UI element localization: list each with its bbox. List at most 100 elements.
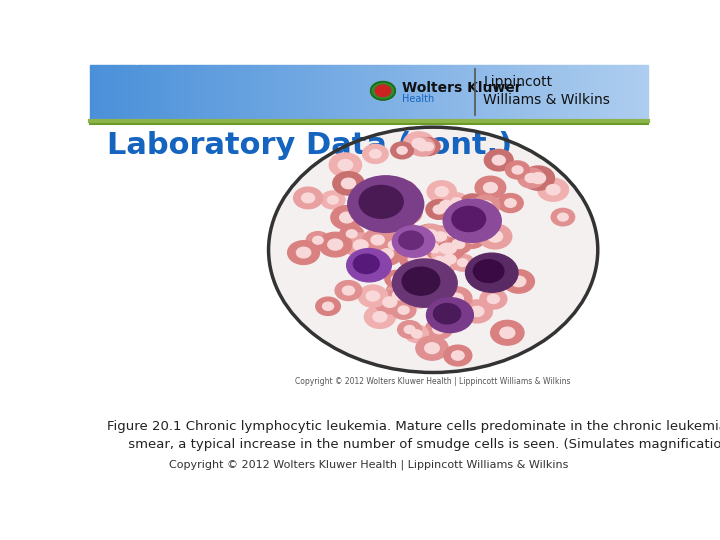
Bar (291, 65, 293, 121)
Circle shape (405, 325, 428, 342)
Circle shape (394, 224, 408, 234)
Bar (294, 65, 297, 121)
Bar (498, 65, 499, 121)
Bar (399, 65, 400, 121)
Bar (635, 65, 637, 121)
Circle shape (392, 259, 457, 307)
Text: Laboratory Data (cont.): Laboratory Data (cont.) (107, 131, 512, 160)
Circle shape (431, 194, 462, 218)
Bar (269, 65, 271, 121)
Bar (194, 65, 196, 121)
Circle shape (346, 230, 357, 238)
Circle shape (431, 237, 462, 260)
Circle shape (451, 351, 464, 360)
Bar (159, 65, 161, 121)
Bar (596, 65, 598, 121)
Circle shape (347, 248, 392, 282)
Bar (460, 65, 462, 121)
Bar (495, 65, 498, 121)
Bar (209, 65, 211, 121)
Bar (611, 65, 613, 121)
Bar (499, 65, 501, 121)
Circle shape (385, 271, 408, 288)
Circle shape (411, 249, 435, 267)
Circle shape (338, 159, 353, 171)
Circle shape (328, 196, 338, 204)
Circle shape (373, 312, 387, 322)
Circle shape (392, 226, 435, 258)
Bar (199, 65, 202, 121)
Bar (347, 65, 348, 121)
Bar (395, 65, 397, 121)
Circle shape (431, 259, 444, 268)
Bar (287, 65, 289, 121)
Circle shape (470, 306, 484, 316)
Circle shape (452, 206, 485, 232)
Bar (306, 65, 307, 121)
Circle shape (447, 229, 457, 237)
Circle shape (416, 225, 440, 242)
Circle shape (323, 302, 333, 310)
Bar (516, 65, 518, 121)
Circle shape (428, 252, 451, 269)
Bar (428, 65, 431, 121)
Bar (421, 65, 423, 121)
Circle shape (436, 315, 449, 325)
Bar (365, 65, 367, 121)
Bar (566, 65, 568, 121)
Circle shape (335, 281, 361, 300)
Circle shape (449, 293, 464, 303)
Bar (613, 65, 615, 121)
Bar (259, 65, 261, 121)
Bar (323, 65, 324, 121)
Circle shape (525, 173, 537, 183)
Circle shape (357, 248, 380, 265)
Circle shape (408, 254, 423, 264)
Circle shape (552, 208, 575, 226)
Circle shape (391, 142, 413, 159)
Bar (186, 65, 189, 121)
Bar (226, 65, 228, 121)
Circle shape (402, 209, 414, 218)
Circle shape (383, 297, 397, 307)
Bar (501, 65, 503, 121)
Circle shape (451, 198, 462, 205)
Bar (479, 65, 481, 121)
Circle shape (418, 237, 445, 256)
Circle shape (384, 285, 413, 306)
Text: Wolters Kluwer: Wolters Kluwer (402, 81, 522, 95)
Circle shape (425, 343, 439, 354)
Bar (250, 65, 252, 121)
Bar (105, 65, 107, 121)
Bar (445, 65, 447, 121)
Bar (590, 65, 592, 121)
Circle shape (410, 137, 435, 156)
Bar (118, 65, 120, 121)
Bar (624, 65, 626, 121)
Bar (546, 65, 548, 121)
Bar (274, 65, 276, 121)
Circle shape (433, 205, 445, 214)
Circle shape (399, 231, 423, 249)
Circle shape (398, 186, 409, 194)
Circle shape (491, 320, 524, 345)
Circle shape (379, 249, 394, 259)
Bar (328, 65, 330, 121)
Circle shape (354, 254, 379, 274)
Circle shape (354, 240, 368, 251)
Circle shape (429, 245, 440, 253)
Bar (527, 65, 529, 121)
Circle shape (388, 241, 400, 249)
Bar (507, 65, 508, 121)
Bar (601, 65, 603, 121)
Bar (374, 65, 377, 121)
Circle shape (398, 286, 425, 306)
Bar (615, 65, 616, 121)
Bar (594, 65, 596, 121)
Circle shape (329, 153, 361, 177)
Bar (137, 65, 138, 121)
Bar (240, 65, 243, 121)
Circle shape (436, 292, 450, 303)
Bar (449, 65, 451, 121)
Bar (536, 65, 539, 121)
